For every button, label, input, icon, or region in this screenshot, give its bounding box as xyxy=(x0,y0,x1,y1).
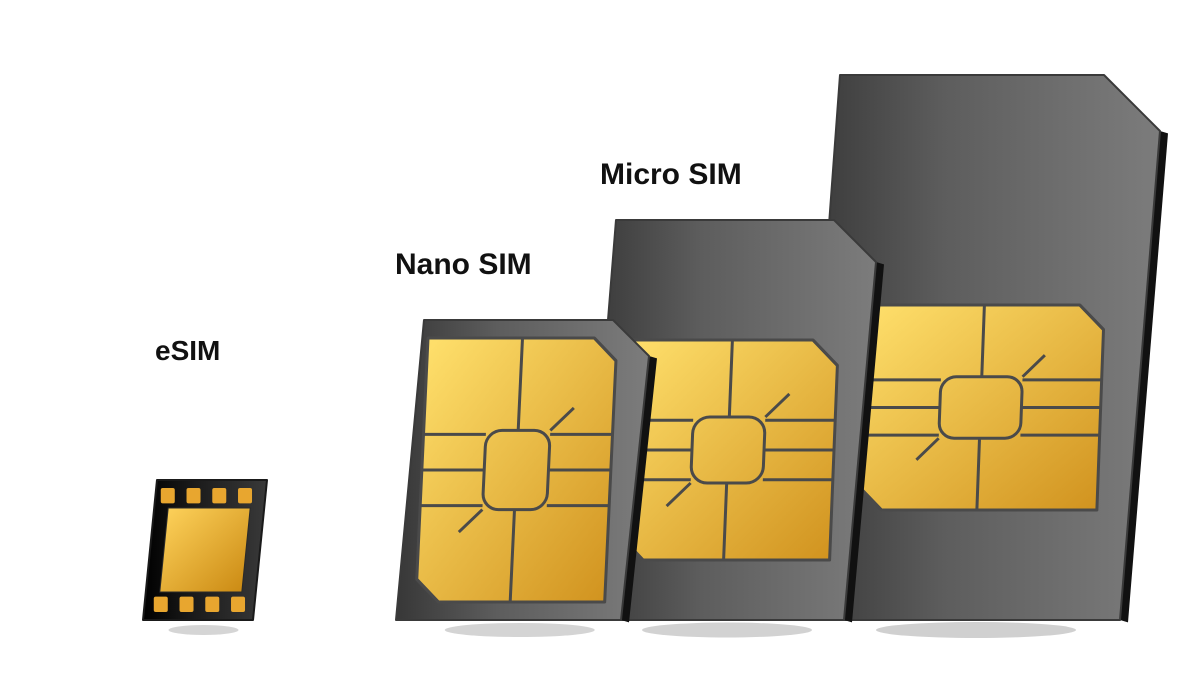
esim-label: eSIM xyxy=(155,335,220,367)
sim-size-diagram: Micro SIM Nano SIM eSIM xyxy=(0,0,1200,675)
esim-sim-card xyxy=(133,470,317,650)
nano-label: Nano SIM xyxy=(395,248,532,282)
micro-label: Micro SIM xyxy=(600,158,742,192)
nano-sim-card xyxy=(386,310,699,650)
